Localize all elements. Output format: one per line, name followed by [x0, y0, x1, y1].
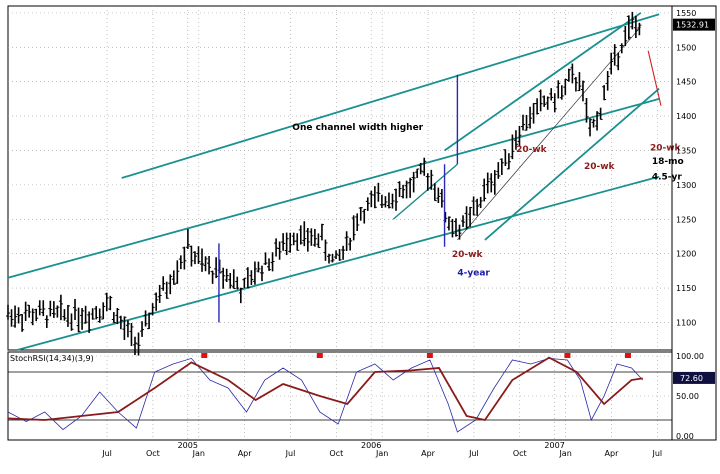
annotation-label: 20-wk: [516, 145, 548, 155]
x-tick-label: Apr: [605, 449, 620, 458]
indicator-tick-label: 100.00: [676, 352, 704, 361]
y-tick-label: 1100: [676, 318, 696, 327]
y-tick-label: 1150: [676, 284, 696, 293]
x-tick-label: Jul: [285, 449, 296, 458]
annotation-label: 20-wk: [584, 162, 616, 172]
right-axis-frame: [671, 5, 717, 441]
signal-marker: [426, 353, 433, 358]
projection-arrow: [647, 50, 662, 106]
y-tick-label: 1550: [676, 9, 696, 18]
signal-marker: [624, 353, 631, 358]
signal-marker: [201, 353, 208, 358]
x-tick-label: Jul: [101, 449, 112, 458]
y-tick-label: 1250: [676, 215, 696, 224]
channel-line: [7, 98, 660, 279]
annotation-label: 4-year: [457, 269, 490, 279]
x-tick-label: Jan: [192, 449, 205, 458]
y-tick-label: 1400: [676, 112, 696, 121]
x-tick-label: 2007: [544, 441, 564, 450]
y-tick-label: 1500: [676, 43, 696, 52]
stochrsi-fast-line: [7, 357, 643, 433]
stochrsi-slow-line: [7, 356, 643, 422]
channel-line: [484, 87, 660, 241]
channel-line: [457, 26, 642, 241]
x-tick-label: Oct: [513, 449, 527, 458]
x-tick-label: Jan: [558, 449, 571, 458]
y-tick-label: 1350: [676, 146, 696, 155]
signal-marker: [316, 353, 323, 358]
x-tick-label: 2005: [178, 441, 198, 450]
last-price-label: 1532.91: [676, 21, 709, 30]
annotation-label: 20-wk: [452, 250, 484, 260]
chart-annotation-lines: [218, 50, 662, 323]
channel-line: [444, 12, 642, 152]
indicator-tick-label: 0.00: [676, 432, 694, 441]
indicator-value-box: [673, 371, 715, 384]
signal-marker: [564, 353, 571, 358]
indicator-value-label: 72.60: [680, 374, 703, 383]
annotation-label: 18-mo: [652, 157, 684, 167]
main-grid: [7, 5, 673, 440]
x-tick-label: 2006: [361, 441, 381, 450]
channel-line: [392, 163, 458, 220]
indicator-tick-label: 50.00: [676, 392, 699, 401]
annotation-label: One channel width higher: [292, 123, 423, 133]
x-tick-label: Oct: [146, 449, 160, 458]
price-bars: [6, 11, 642, 356]
annotation-label: 20-wk: [650, 143, 682, 153]
x-tick-label: Jul: [468, 449, 479, 458]
annotation-labels: One channel width higher 20-wk 4-year 20-wk…: [292, 123, 683, 279]
indicator-lines: [7, 353, 643, 433]
indicator-title: StochRSI(14,34)(3,9): [10, 354, 94, 363]
y-tick-label: 1200: [676, 250, 696, 259]
y-tick-label: 1300: [676, 181, 696, 190]
y-tick-label: 1450: [676, 78, 696, 87]
last-price-box: [673, 18, 715, 31]
x-tick-label: Apr: [421, 449, 436, 458]
x-tick-label: Apr: [238, 449, 253, 458]
indicator-grid: StochRSI(14,34)(3,9): [7, 351, 673, 441]
annotation-label: 4.5-yr: [652, 172, 683, 182]
axes: 1550 1500 1450 1400 1350 1300 1250 1200 1150 1100…: [8, 5, 717, 458]
x-tick-label: Jul: [651, 449, 662, 458]
x-tick-label: Jan: [375, 449, 388, 458]
x-tick-label: Oct: [329, 449, 343, 458]
channel-line: [121, 13, 660, 179]
